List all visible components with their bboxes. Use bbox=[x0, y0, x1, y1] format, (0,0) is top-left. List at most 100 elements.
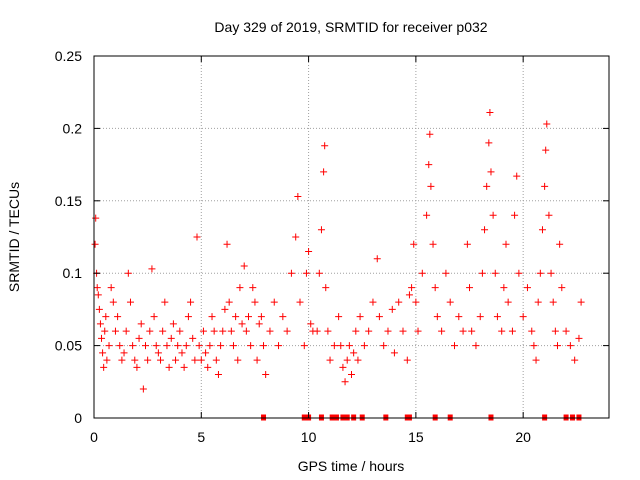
data-point bbox=[345, 342, 353, 350]
data-point bbox=[165, 363, 173, 371]
data-point bbox=[442, 269, 450, 277]
data-point bbox=[172, 356, 180, 364]
data-point bbox=[354, 356, 362, 364]
data-point bbox=[489, 211, 497, 219]
data-point bbox=[129, 342, 137, 350]
data-point bbox=[408, 284, 416, 292]
x-tick-label: 5 bbox=[197, 429, 205, 445]
data-point bbox=[187, 298, 195, 306]
data-point bbox=[478, 269, 486, 277]
data-point bbox=[350, 349, 358, 357]
data-point bbox=[208, 313, 216, 321]
data-point bbox=[122, 327, 130, 335]
data-point bbox=[405, 291, 413, 299]
data-point bbox=[199, 327, 207, 335]
data-point bbox=[98, 334, 106, 342]
data-point bbox=[167, 334, 175, 342]
data-point bbox=[247, 342, 255, 350]
data-point bbox=[292, 233, 300, 241]
data-point bbox=[307, 320, 315, 328]
data-point bbox=[373, 255, 381, 263]
data-point bbox=[481, 226, 489, 234]
data-point bbox=[513, 172, 521, 180]
data-point bbox=[302, 269, 310, 277]
data-point bbox=[528, 327, 536, 335]
data-point bbox=[472, 342, 480, 350]
data-point bbox=[93, 284, 101, 292]
data-point bbox=[193, 233, 201, 241]
data-point bbox=[101, 327, 109, 335]
data-point bbox=[142, 342, 149, 350]
data-point bbox=[519, 313, 527, 321]
data-point bbox=[202, 349, 210, 357]
data-point bbox=[384, 327, 392, 335]
data-point bbox=[102, 313, 110, 321]
data-point bbox=[109, 298, 117, 306]
y-tick-label: 0 bbox=[74, 410, 82, 426]
x-axis-label: GPS time / hours bbox=[298, 458, 405, 474]
data-point bbox=[148, 265, 156, 273]
data-point bbox=[296, 298, 304, 306]
data-point bbox=[178, 349, 186, 357]
data-point bbox=[343, 356, 351, 364]
data-point bbox=[380, 342, 388, 350]
data-point bbox=[508, 327, 516, 335]
data-point bbox=[107, 284, 115, 292]
data-point bbox=[410, 240, 418, 248]
data-point bbox=[176, 327, 184, 335]
data-point bbox=[375, 313, 383, 321]
x-tick-label: 0 bbox=[90, 429, 98, 445]
data-point bbox=[500, 284, 508, 292]
data-point bbox=[320, 168, 328, 176]
data-point bbox=[538, 226, 546, 234]
data-point bbox=[438, 327, 446, 335]
data-point bbox=[530, 342, 538, 350]
data-point bbox=[493, 313, 501, 321]
data-point bbox=[556, 240, 564, 248]
data-point bbox=[236, 284, 244, 292]
data-point bbox=[287, 269, 295, 277]
data-point bbox=[159, 327, 167, 335]
data-point bbox=[348, 371, 355, 379]
data-point bbox=[118, 356, 126, 364]
data-point bbox=[554, 342, 561, 350]
plot-frame bbox=[93, 55, 610, 419]
data-point bbox=[174, 342, 182, 350]
data-point bbox=[515, 269, 523, 277]
data-point bbox=[321, 142, 329, 150]
data-point bbox=[534, 298, 542, 306]
data-point bbox=[322, 284, 330, 292]
data-point bbox=[189, 334, 197, 342]
data-point bbox=[275, 342, 283, 350]
y-tick-label: 0.1 bbox=[63, 265, 83, 281]
data-point bbox=[210, 327, 218, 335]
data-point bbox=[191, 356, 199, 364]
data-point bbox=[214, 371, 222, 379]
data-point bbox=[466, 284, 474, 292]
y-tick-label: 0.2 bbox=[63, 120, 83, 136]
data-point bbox=[221, 305, 229, 313]
data-point bbox=[163, 342, 171, 350]
data-point bbox=[219, 327, 227, 335]
data-point bbox=[487, 168, 495, 176]
data-point bbox=[315, 269, 323, 277]
data-point bbox=[225, 298, 233, 306]
data-point bbox=[223, 240, 231, 248]
data-point bbox=[305, 247, 313, 255]
data-point bbox=[260, 342, 268, 350]
data-point bbox=[433, 313, 441, 321]
data-point bbox=[139, 385, 147, 393]
data-point bbox=[491, 269, 499, 277]
y-tick-label: 0.05 bbox=[55, 338, 82, 354]
data-point bbox=[103, 356, 111, 364]
chart-title: Day 329 of 2019, SRMTID for receiver p03… bbox=[214, 19, 487, 35]
data-point bbox=[242, 327, 250, 335]
data-point bbox=[369, 298, 377, 306]
data-point bbox=[541, 182, 549, 190]
y-tick-label: 0.15 bbox=[55, 193, 82, 209]
data-point bbox=[96, 320, 104, 328]
data-point bbox=[169, 320, 177, 328]
data-point bbox=[536, 269, 544, 277]
data-point bbox=[255, 320, 263, 328]
data-point bbox=[253, 356, 261, 364]
